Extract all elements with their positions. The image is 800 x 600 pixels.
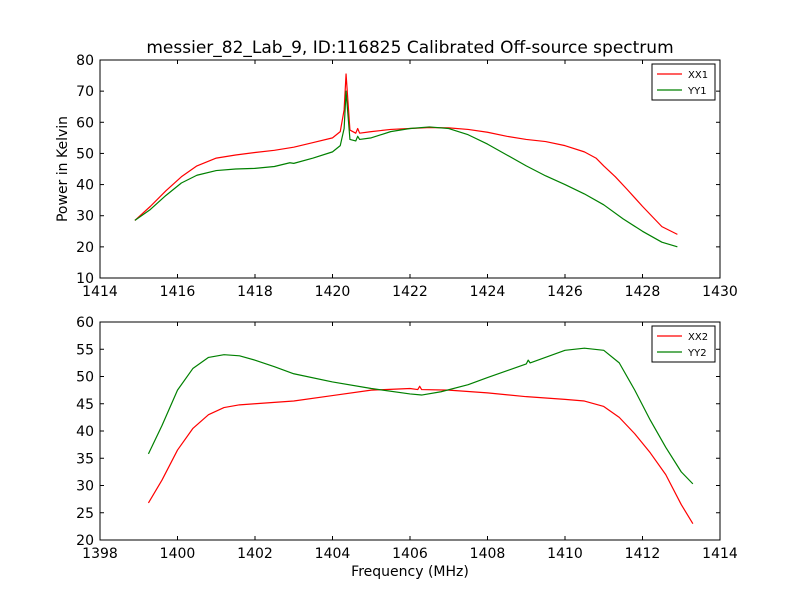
y-tick-label: 20 [76,240,94,256]
bottom-panel: 1398 1400 1402 1404 1406 1408 1410 1412 1414 20 25… [76,315,738,580]
y-tick-label: 50 [76,370,94,386]
x-tick-label: 1416 [160,284,196,300]
legend-label-yy2: YY2 [687,348,707,359]
x-tick-label: 1402 [237,546,273,562]
x-tick-label: 1404 [315,546,351,562]
bottom-panel-plot-area [147,347,694,524]
x-tick-label: 1414 [702,546,738,562]
x-tick-label: 1414 [82,284,118,300]
y-tick-label: 30 [76,209,94,225]
x-tick-label: 1428 [625,284,661,300]
y-tick-label: 30 [76,479,94,495]
x-tick-label: 1408 [470,546,506,562]
x-tick-label: 1420 [315,284,351,300]
x-tick-label: 1418 [237,284,273,300]
x-tick-label: 1412 [625,546,661,562]
x-tick-label: 1400 [160,546,196,562]
y-tick-label: 55 [76,342,94,358]
x-tick-label: 1422 [392,284,428,300]
y-tick-label: 35 [76,451,94,467]
series-line-yy1 [134,90,678,248]
legend-box [651,325,716,363]
legend-label-xx1: XX1 [688,70,708,81]
top-panel-y-axis-label: Power in Kelvin [55,116,71,222]
y-tick-label: 70 [76,84,94,100]
y-tick-label: 25 [76,506,94,522]
bottom-panel-x-axis-label: Frequency (MHz) [351,564,469,580]
chart-title: messier_82_Lab_9, ID:116825 Calibrated O… [146,38,673,58]
y-tick-label: 60 [76,315,94,331]
y-tick-label: 80 [76,53,94,69]
y-tick-label: 40 [76,424,94,440]
x-tick-label: 1406 [392,546,428,562]
series-line-xx1 [134,73,678,235]
x-tick-label: 1424 [470,284,506,300]
x-tick-label: 1410 [547,546,583,562]
x-tick-label: 1430 [702,284,738,300]
top-panel-plot-area [134,73,678,248]
y-tick-label: 10 [76,271,94,287]
bottom-panel-ticks: 1398 1400 1402 1404 1406 1408 1410 1412 1414 20 25… [76,315,738,562]
x-tick-label: 1398 [82,546,118,562]
legend-label-yy1: YY1 [687,86,707,97]
x-tick-label: 1426 [547,284,583,300]
legend-box [651,63,716,101]
top-panel-ticks: 1414 1416 1418 1420 1422 1424 1426 1428 1430 10 20… [76,53,738,300]
series-line-xx2 [147,385,694,524]
series-line-yy2 [147,347,694,485]
y-tick-label: 45 [76,397,94,413]
top-panel: 1414 1416 1418 1420 1422 1424 1426 1428 1430 10 20… [55,53,738,300]
y-tick-label: 20 [76,533,94,549]
y-tick-label: 50 [76,146,94,162]
y-tick-label: 40 [76,178,94,194]
y-tick-label: 60 [76,115,94,131]
legend-label-xx2: XX2 [688,332,708,343]
